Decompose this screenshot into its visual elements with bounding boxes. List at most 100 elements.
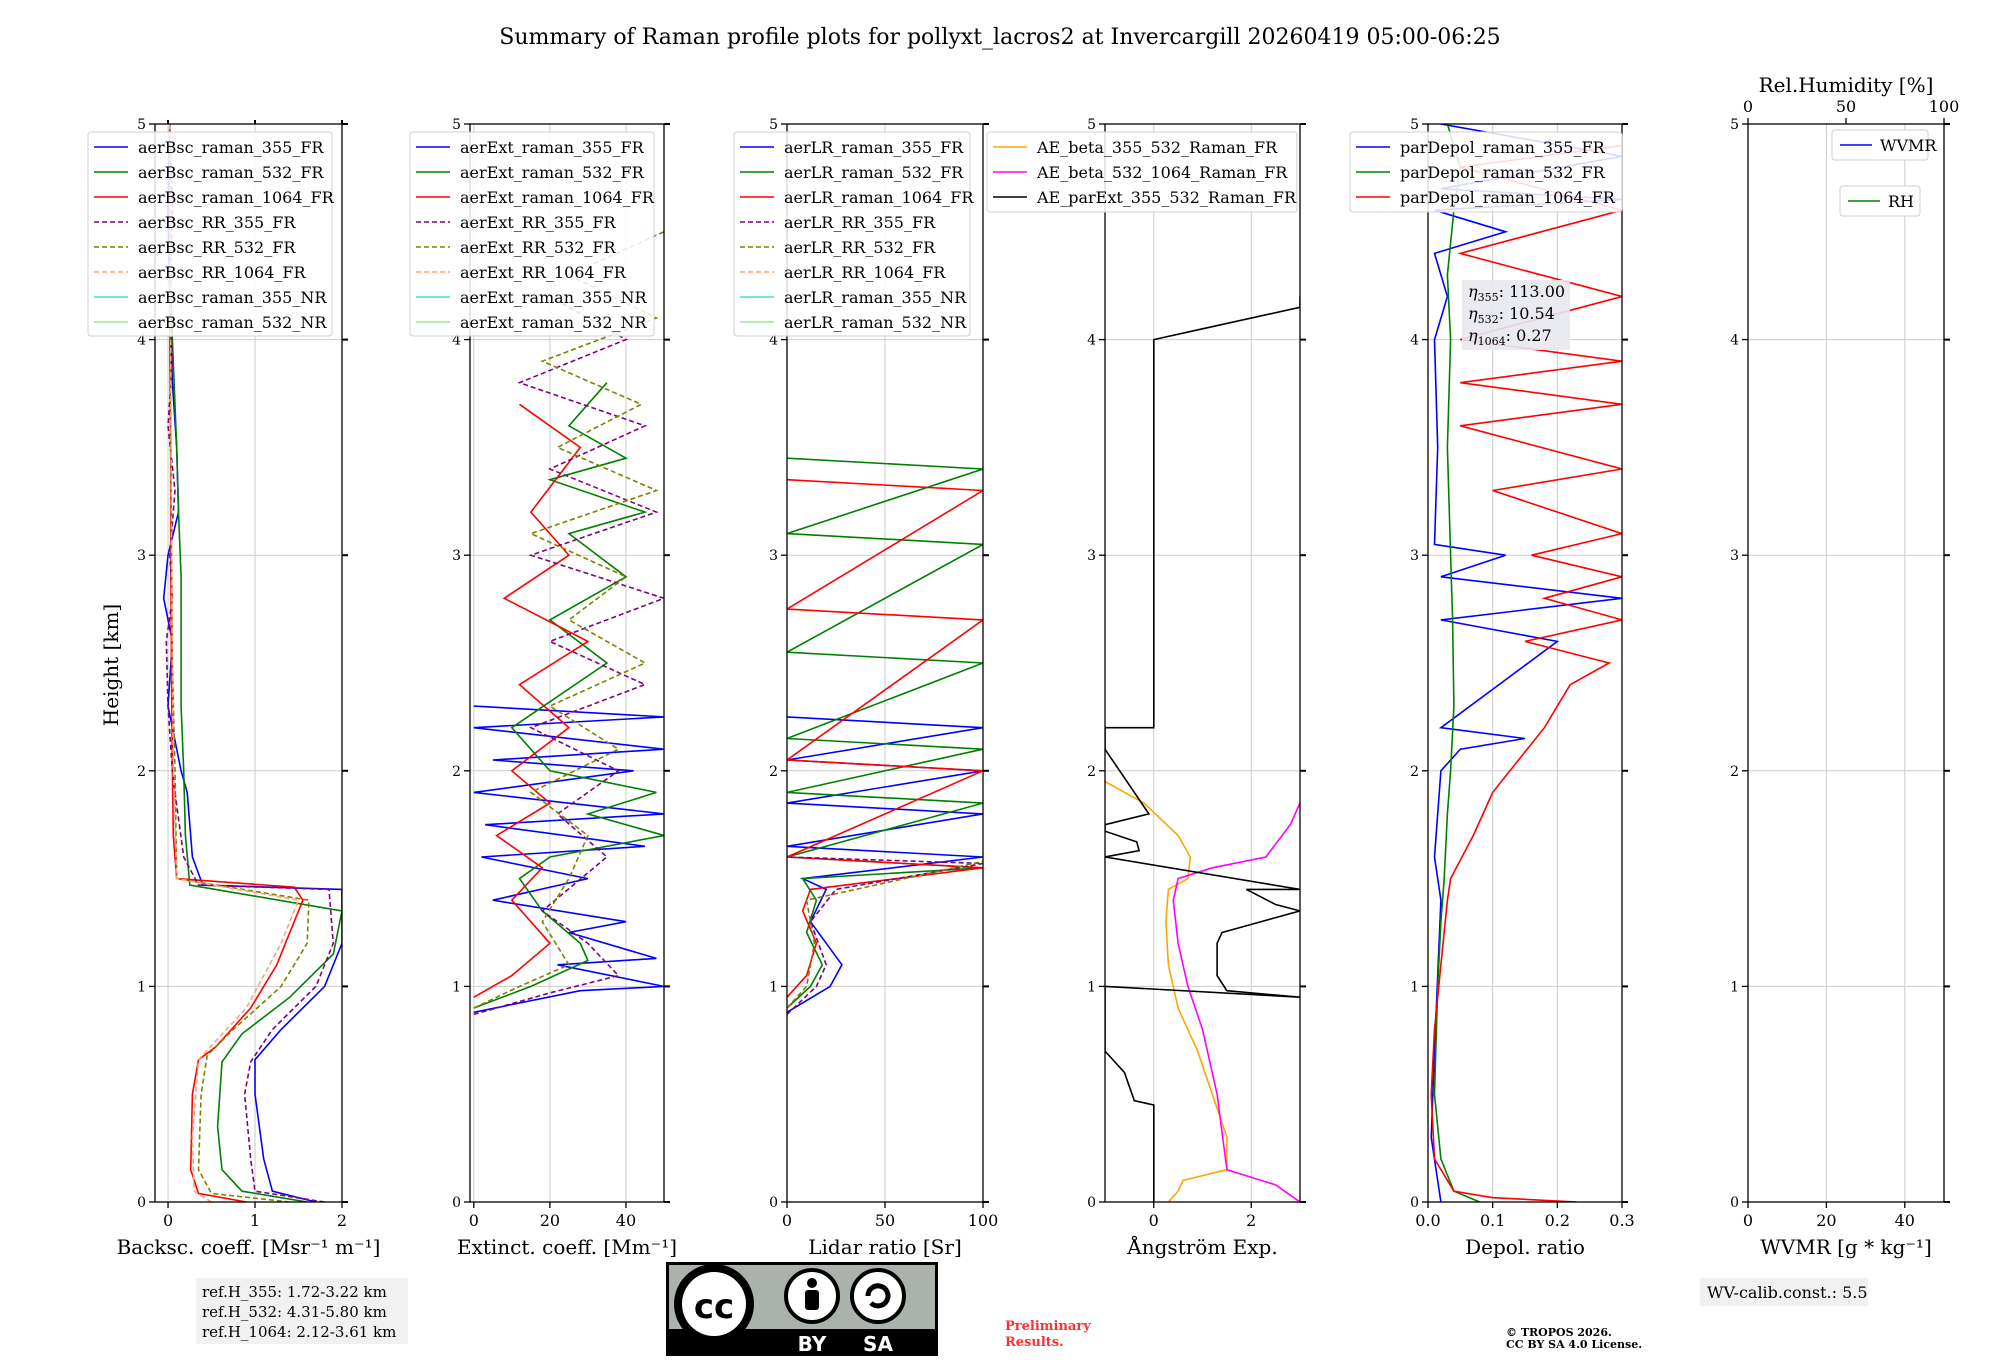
series-parDepol_raman_1064_FR [1430, 144, 1622, 1202]
x-axis-label: Extinct. coeff. [Mm⁻¹] [457, 1235, 677, 1259]
legend-label: aerExt_RR_532_FR [460, 238, 617, 257]
legend-label: aerBsc_raman_532_FR [138, 163, 324, 182]
x-tick-label: 0 [469, 1211, 479, 1230]
axes-frame [1427, 123, 1623, 1203]
legend-box [409, 131, 655, 337]
legend-label: aerBsc_raman_355_NR [138, 288, 327, 307]
legend-label: parDepol_raman_1064_FR [1400, 188, 1616, 207]
x-tick-label: 1 [250, 1211, 260, 1230]
y-tick-label: 1 [1087, 979, 1096, 995]
legend-box [87, 131, 333, 337]
legend-box [733, 131, 971, 337]
y-tick-label: 3 [1410, 548, 1419, 564]
series-aerLR_RR_532_FR [787, 860, 983, 1009]
legend-rh-label: RH [1888, 192, 1914, 211]
x-tick-label: 0 [1743, 1211, 1753, 1230]
y-tick-label: 0 [452, 1195, 461, 1211]
axes-frame [469, 123, 665, 1203]
y-tick-label: 4 [137, 333, 146, 349]
legend-box [986, 131, 1298, 213]
y-tick-label: 1 [769, 979, 778, 995]
series-aerExt_RR_532_FR [473, 231, 664, 1009]
y-tick-label: 2 [1087, 764, 1096, 780]
eta-1064: η1064: 0.27 [1468, 326, 1552, 348]
panel-angstrom: 0 1 2 3 4 5 0 2 Ångström Exp. AE_beta_355_532_Ram… [986, 117, 1306, 1259]
legend-label: aerExt_raman_532_NR [460, 313, 648, 332]
y-tick-label: 3 [137, 548, 146, 564]
series-aerExt_raman_1064_FR [473, 403, 590, 998]
panel-backscatter: 0 1 2 3 4 5 0 1 2 Backsc. coeff. [Msr⁻¹ m⁻¹] aerBs… [87, 117, 381, 1259]
y-tick-label: 1 [1410, 979, 1419, 995]
cc-logo-text: cc [694, 1287, 734, 1327]
ref-height-1064: ref.H_1064: 2.12-3.61 km [202, 1323, 396, 1341]
series-aerExt_raman_355_FR [473, 705, 664, 1014]
wv-calib-const: WV-calib.const.: 5.5 [1707, 1283, 1868, 1302]
top-x-tick-label: 100 [1929, 97, 1960, 116]
eta-subscript: 1064 [1478, 335, 1506, 348]
legend-wvmr-label: WVMR [1880, 136, 1937, 155]
x-tick-label: 0.1 [1480, 1211, 1505, 1230]
series-aerLR_RR_355_FR [787, 856, 983, 1015]
sa-icon [850, 1268, 906, 1324]
ref-height-532: ref.H_532: 4.31-5.80 km [202, 1303, 387, 1321]
legend-label: aerBsc_raman_355_FR [138, 138, 324, 157]
x-tick-label: 100 [968, 1211, 999, 1230]
y-tick-label: 2 [1730, 764, 1739, 780]
ref-height-box: ref.H_355: 1.72-3.22 km ref.H_532: 4.31-… [196, 1278, 408, 1344]
x-axis-label: Depol. ratio [1465, 1235, 1585, 1259]
by-icon-body [805, 1290, 819, 1310]
y-tick-label: 1 [452, 979, 461, 995]
y-tick-label: 4 [1087, 333, 1096, 349]
y-tick-label: 1 [137, 979, 146, 995]
legend-wvmr-box [1831, 129, 1929, 161]
preliminary-line2: Results. [1005, 1335, 1064, 1350]
x-tick-label: 2 [337, 1211, 347, 1230]
y-tick-label: 5 [1087, 117, 1096, 133]
y-tick-label: 2 [769, 764, 778, 780]
legend-label: aerLR_raman_532_FR [784, 163, 964, 182]
y-tick-label: 3 [769, 548, 778, 564]
axes-frame [1104, 123, 1301, 1203]
copyright-line2: CC BY SA 4.0 License. [1506, 1338, 1642, 1351]
y-tick-label: 3 [1087, 548, 1096, 564]
ref-height-box-bg [196, 1278, 408, 1344]
legend-label: parDepol_raman_355_FR [1400, 138, 1606, 157]
eta-355: η355: 113.00 [1468, 282, 1565, 304]
x-tick-label: 40 [616, 1211, 636, 1230]
cc-by-sa-badge: cc BY SA [666, 1262, 938, 1356]
y-tick-label: 0 [1410, 1195, 1419, 1211]
y-tick-label: 3 [1730, 548, 1739, 564]
y-tick-label: 2 [1410, 764, 1419, 780]
ref-height-355: ref.H_355: 1.72-3.22 km [202, 1283, 387, 1301]
legend-label: aerExt_raman_532_FR [460, 163, 645, 182]
x-tick-label: 0 [163, 1211, 173, 1230]
panel-extinction: 0 1 2 3 4 5 0 20 40 Extinct. coeff. [Mm⁻¹] aerExt_… [409, 117, 677, 1259]
x-axis-label: Backsc. coeff. [Msr⁻¹ m⁻¹] [117, 1235, 381, 1259]
series-aerLR_raman_532_FR [787, 457, 983, 1009]
series-aerBsc_RR_1064_FR [169, 124, 300, 1202]
series-AE_beta_532_1064_Raman_FR [1172, 802, 1300, 1202]
legend-label: aerExt_raman_1064_FR [460, 188, 655, 207]
figure-title: Summary of Raman profile plots for polly… [499, 25, 1500, 50]
y-tick-label: 0 [1730, 1195, 1739, 1211]
y-tick-label: 2 [452, 764, 461, 780]
x-tick-label: 2 [1246, 1211, 1256, 1230]
legend-label: aerExt_RR_1064_FR [460, 263, 627, 282]
x-tick-label: 50 [875, 1211, 895, 1230]
eta-symbol: η [1468, 304, 1478, 323]
eta-box [1462, 280, 1570, 350]
y-tick-label: 0 [769, 1195, 778, 1211]
by-icon-head [807, 1278, 817, 1288]
y-tick-label: 5 [137, 117, 146, 133]
y-axis-label: Height [km] [99, 604, 123, 726]
preliminary-line1: Preliminary [1005, 1319, 1091, 1334]
legend-label: aerExt_raman_355_NR [460, 288, 648, 307]
legend-label: aerLR_RR_355_FR [784, 213, 936, 232]
y-tick-label: 4 [1410, 333, 1419, 349]
legend-label: aerBsc_raman_1064_FR [138, 188, 335, 207]
y-tick-label: 4 [1730, 333, 1739, 349]
legend-label: aerBsc_raman_532_NR [138, 313, 327, 332]
legend-label: AE_beta_355_532_Raman_FR [1036, 138, 1278, 157]
